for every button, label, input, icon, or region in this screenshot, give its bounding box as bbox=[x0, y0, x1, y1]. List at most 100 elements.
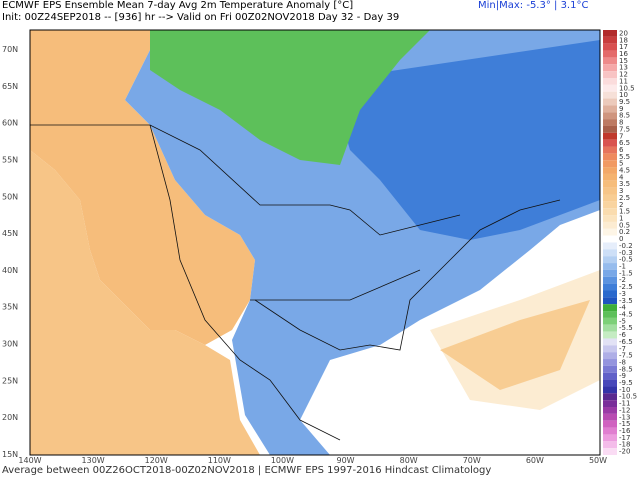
legend-swatch bbox=[603, 400, 617, 408]
legend-label: -8.5 bbox=[619, 365, 633, 373]
legend-swatch bbox=[603, 36, 617, 44]
legend-label: 4.5 bbox=[619, 167, 630, 175]
legend-label: 1.5 bbox=[619, 208, 630, 216]
latitude-label: 55N bbox=[2, 155, 18, 164]
legend-label: 10.5 bbox=[619, 84, 635, 92]
legend-label: 3.5 bbox=[619, 180, 630, 188]
longitude-label: 100W bbox=[271, 456, 294, 465]
legend-label: 7.5 bbox=[619, 125, 630, 133]
legend-swatch bbox=[603, 50, 617, 58]
latitude-label: 15N bbox=[2, 450, 18, 459]
legend-label: -13 bbox=[619, 413, 630, 421]
warm-anomaly-atlantic-core bbox=[440, 300, 590, 390]
legend-swatch bbox=[603, 304, 617, 312]
legend-swatch bbox=[603, 269, 617, 277]
legend-swatch bbox=[603, 276, 617, 284]
legend-swatch bbox=[603, 91, 617, 99]
legend-swatch bbox=[603, 132, 617, 140]
latitude-label: 60N bbox=[2, 119, 18, 128]
legend-swatch bbox=[603, 427, 617, 435]
legend-swatch bbox=[603, 77, 617, 85]
legend-swatch bbox=[603, 84, 617, 92]
legend-swatch bbox=[603, 64, 617, 72]
legend-label: -9 bbox=[619, 372, 626, 380]
legend-swatch bbox=[603, 146, 617, 154]
legend-label: 6 bbox=[619, 146, 624, 154]
latitude-label: 40N bbox=[2, 266, 18, 275]
legend-label: -17 bbox=[619, 434, 630, 442]
very-cold-anomaly-north bbox=[150, 30, 430, 165]
legend-label: 9.5 bbox=[619, 98, 630, 106]
legend-label: 6.5 bbox=[619, 139, 630, 147]
legend-swatch bbox=[603, 235, 617, 243]
longitude-label: 50W bbox=[589, 456, 607, 465]
legend-label: -15 bbox=[619, 420, 630, 428]
legend-label: -0.2 bbox=[619, 242, 633, 250]
legend-swatch bbox=[603, 352, 617, 360]
legend-label: -16 bbox=[619, 427, 631, 435]
legend-label: 0.5 bbox=[619, 221, 630, 229]
latitude-label: 20N bbox=[2, 413, 18, 422]
legend-swatch bbox=[603, 187, 617, 195]
longitude-label: 110W bbox=[208, 456, 231, 465]
legend-label: 12 bbox=[619, 71, 628, 79]
legend-label: 16 bbox=[619, 50, 628, 58]
legend-swatch bbox=[603, 98, 617, 106]
legend-label: -4.5 bbox=[619, 310, 633, 318]
latitude-label: 50N bbox=[2, 192, 18, 201]
legend-label: -3 bbox=[619, 290, 626, 298]
legend-label: 0.2 bbox=[619, 228, 630, 236]
legend-label: 15 bbox=[619, 57, 628, 65]
longitude-label: 60W bbox=[526, 456, 544, 465]
legend-swatch bbox=[603, 228, 617, 236]
legend-swatch bbox=[603, 324, 617, 332]
legend-swatch bbox=[603, 112, 617, 120]
longitude-label: 140W bbox=[18, 456, 41, 465]
legend-label: 11 bbox=[619, 77, 628, 85]
legend-swatch bbox=[603, 290, 617, 298]
legend-label: 8 bbox=[619, 119, 623, 127]
legend-label: 2 bbox=[619, 201, 623, 209]
legend-label: 8.5 bbox=[619, 112, 630, 120]
legend-label: -6.5 bbox=[619, 338, 633, 346]
west-coast bbox=[149, 124, 341, 441]
legend-swatch bbox=[603, 393, 617, 401]
longitude-label: 90W bbox=[337, 456, 355, 465]
legend-label: -2.5 bbox=[619, 283, 633, 291]
legend-swatch bbox=[603, 119, 617, 126]
legend-label: -20 bbox=[619, 448, 630, 456]
latitude-label: 25N bbox=[2, 376, 18, 385]
legend-label: -10.5 bbox=[619, 393, 637, 401]
latitude-label: 65N bbox=[2, 82, 18, 91]
legend-label: -6 bbox=[619, 331, 627, 339]
legend-label: -7 bbox=[619, 345, 626, 353]
legend-label: -5 bbox=[619, 317, 626, 325]
map-frame bbox=[29, 29, 601, 456]
legend-swatch bbox=[603, 338, 617, 346]
legend-label: 0 bbox=[619, 235, 623, 243]
legend-label: 10 bbox=[619, 91, 628, 99]
legend-label: -5.5 bbox=[619, 324, 633, 332]
legend-label: -7.5 bbox=[619, 352, 633, 360]
legend-swatch bbox=[603, 365, 617, 373]
legend-label: 18 bbox=[619, 36, 628, 44]
footer: Average between 00Z26OCT2018-00Z02NOV201… bbox=[2, 465, 492, 476]
min-max: Min|Max: -5.3° | 3.1°C bbox=[478, 0, 589, 11]
legend-label: -3.5 bbox=[619, 297, 633, 305]
longitude-label: 80W bbox=[400, 456, 418, 465]
legend-swatch bbox=[603, 194, 617, 202]
legend-swatch bbox=[603, 311, 617, 318]
legend-label: 5 bbox=[619, 160, 623, 168]
legend-swatch bbox=[603, 413, 617, 421]
legend-swatch bbox=[603, 201, 617, 209]
legend-swatch bbox=[603, 331, 617, 339]
legend-label: 7 bbox=[619, 132, 623, 140]
legend-label: -9.5 bbox=[619, 379, 633, 387]
legend-swatch bbox=[603, 263, 617, 270]
legend-swatch bbox=[603, 167, 617, 174]
legend-label: 17 bbox=[619, 43, 628, 51]
legend-label: -1.5 bbox=[619, 269, 633, 277]
legend-swatch bbox=[603, 386, 617, 394]
title: ECMWF EPS Ensemble Mean 7-day Avg 2m Tem… bbox=[2, 0, 354, 11]
legend-swatch bbox=[603, 242, 617, 250]
